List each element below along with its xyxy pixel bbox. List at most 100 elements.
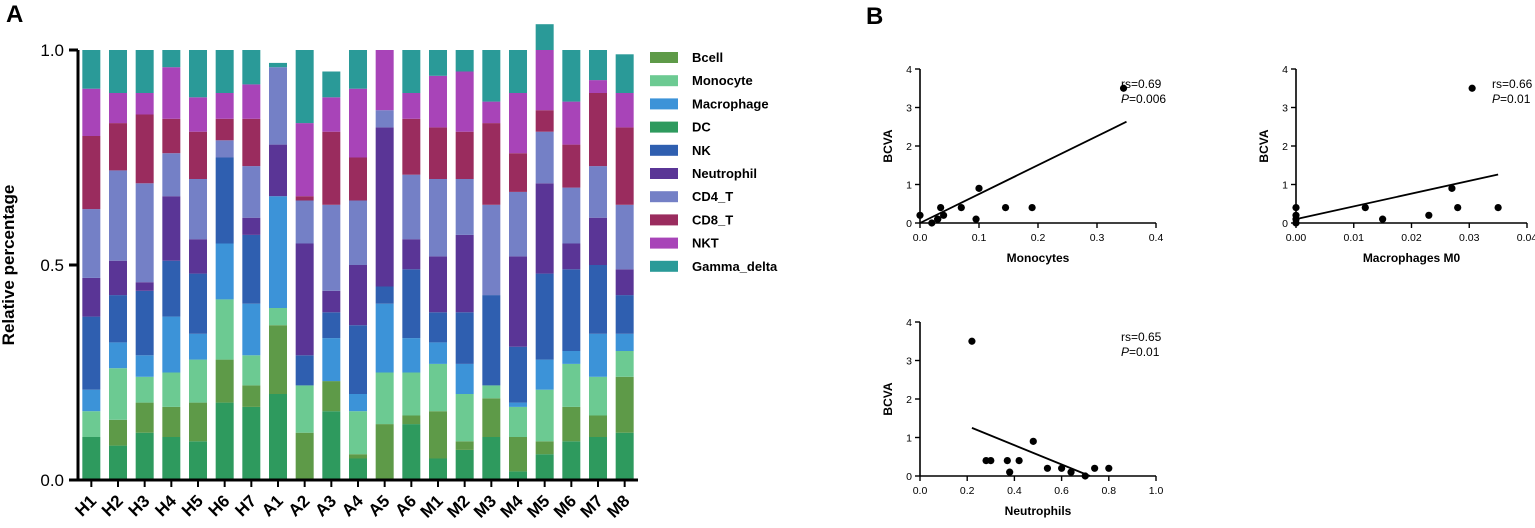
bar-segment-M6-macrophage xyxy=(562,351,581,364)
data-point xyxy=(1067,468,1075,476)
legend-item-macrophage: Macrophage xyxy=(650,96,769,111)
x-tick-label: 0.01 xyxy=(1344,232,1365,244)
bar-segment-H5-nk xyxy=(189,273,207,334)
legend-swatch-cd8_t xyxy=(650,214,678,226)
data-point xyxy=(1292,211,1300,219)
scatter-macrophages-m0: 0 1 2 3 4 0.00 0.01 0.02 0.03 0.04 Macrophages M0 B… xyxy=(1257,64,1535,265)
bar-segment-H3-macrophage xyxy=(135,355,154,377)
y-axis-title: BCVA xyxy=(881,129,895,162)
bar-segment-M3-gamma_delta xyxy=(482,50,501,102)
bar-segment-H2-neutrophil xyxy=(109,260,127,296)
bar-segment-H4-neutrophil xyxy=(162,196,181,261)
panel-label-b: B xyxy=(866,3,883,30)
bar-segment-M2-gamma_delta xyxy=(455,50,474,72)
legend-swatch-monocyte xyxy=(650,75,678,87)
scatter-neutrophils: 0 1 2 3 4 0.0 0.2 0.4 0.6 0.8 1.0 Neutrophils BCVA rs… xyxy=(881,317,1163,518)
bar-segment-H6-macrophage xyxy=(215,243,234,300)
bar-segment-M2-macrophage xyxy=(455,363,474,394)
stat-rs: rs=0.69 xyxy=(1121,77,1162,91)
legend-label-bcell: Bcell xyxy=(692,50,723,65)
bar-segment-A5-bcell xyxy=(375,424,394,480)
x-tick-label-M6: M6 xyxy=(550,491,580,521)
bar-segment-A3-bcell xyxy=(322,381,341,412)
x-tick-label-H1: H1 xyxy=(71,491,100,520)
x-tick-label: 0.6 xyxy=(1054,485,1069,497)
bar-segment-A3-neutrophil xyxy=(322,290,341,313)
legend: Bcell Monocyte Macrophage DC NK Neutrophil CD4… xyxy=(650,50,778,274)
bar-segment-A4-cd4_t xyxy=(349,200,367,265)
stat-p: P=0.006 xyxy=(1121,92,1166,106)
x-tick-label: 0.2 xyxy=(960,485,975,497)
bar-segment-M5-nkt xyxy=(535,50,554,111)
bar-segment-M8-bcell xyxy=(615,376,634,433)
bar-segment-H3-monocyte xyxy=(135,376,154,403)
y-tick-label: 1.0 xyxy=(40,41,64,60)
legend-swatch-nk xyxy=(650,144,678,156)
bar-segment-A4-nk xyxy=(349,325,367,394)
bar-segment-A1-dc xyxy=(269,394,287,480)
data-point xyxy=(1448,184,1456,192)
data-point xyxy=(1119,84,1128,92)
bar-segment-A3-cd4_t xyxy=(322,204,341,291)
y-axis-title: BCVA xyxy=(1257,129,1271,162)
bar-segment-M1-gamma_delta xyxy=(429,50,447,76)
bar-segment-H7-nk xyxy=(242,234,261,304)
bar-segment-H4-macrophage xyxy=(162,316,181,373)
bar-segment-M3-monocyte xyxy=(482,385,501,399)
legend-label-cd4_t: CD4_T xyxy=(692,189,733,204)
bar-segment-M8-gamma_delta xyxy=(615,54,634,93)
bar-segment-M5-bcell xyxy=(535,441,554,455)
bar-segment-A5-nk xyxy=(375,286,394,304)
data-point xyxy=(1292,204,1300,212)
bar-segment-H5-nkt xyxy=(189,97,207,132)
x-tick-label-M2: M2 xyxy=(443,491,473,521)
legend-swatch-gamma_delta xyxy=(650,260,678,272)
bar-segment-A5-macrophage xyxy=(375,303,394,373)
x-tick-label: 0.8 xyxy=(1101,485,1116,497)
bar-segment-H6-gamma_delta xyxy=(215,50,234,93)
regression-line xyxy=(1295,173,1499,221)
bar-segment-H3-nkt xyxy=(135,93,154,115)
stacked-bar-chart: Relative percentage H1H2H3H4H5H6H7A1A2A3… xyxy=(0,24,778,522)
bar-segment-H5-gamma_delta xyxy=(189,50,207,98)
legend-item-nk: NK xyxy=(650,143,711,158)
bar-segment-H3-nk xyxy=(135,290,154,356)
bar-segment-A6-gamma_delta xyxy=(402,50,421,93)
bar-segment-A5-cd4_t xyxy=(375,110,394,128)
bar-segment-A4-macrophage xyxy=(349,394,367,412)
bar-segment-H6-cd4_t xyxy=(215,140,234,158)
bar-segment-H1-gamma_delta xyxy=(82,50,101,89)
bar-segment-M8-macrophage xyxy=(615,333,634,351)
legend-label-monocyte: Monocyte xyxy=(692,73,753,88)
bar-segment-M2-nk xyxy=(455,312,474,364)
data-point xyxy=(987,457,995,465)
x-tick-label: 0.4 xyxy=(1149,232,1164,244)
data-point xyxy=(1015,457,1023,465)
x-tick-label: 0.0 xyxy=(913,485,928,497)
bar-segment-M5-cd4_t xyxy=(535,131,554,184)
bar-segment-A6-cd8_t xyxy=(402,118,421,175)
bar-segment-A2-neutrophil xyxy=(295,243,314,356)
bar-segment-H2-macrophage xyxy=(109,342,127,369)
bar-segment-A5-monocyte xyxy=(375,372,394,425)
y-tick-label: 3 xyxy=(1282,103,1288,115)
bar-segment-H6-cd8_t xyxy=(215,118,234,141)
bar-segment-M4-gamma_delta xyxy=(509,50,527,93)
bar-segment-M7-nkt xyxy=(589,80,607,93)
bar-segment-H7-cd4_t xyxy=(242,166,261,218)
bar-segment-M5-dc xyxy=(535,454,554,480)
bar-segment-A4-bcell xyxy=(349,454,367,459)
y-tick-label: 0 xyxy=(1282,218,1288,230)
legend-label-gamma_delta: Gamma_delta xyxy=(692,259,778,274)
data-point xyxy=(937,204,945,212)
bar-segment-H5-macrophage xyxy=(189,333,207,360)
x-tick-label: 0.3 xyxy=(1090,232,1105,244)
y-tick-label: 0 xyxy=(906,471,912,483)
panel-label-a: A xyxy=(6,1,23,28)
bar-segment-A6-macrophage xyxy=(402,338,421,373)
legend-item-cd4_t: CD4_T xyxy=(650,189,733,204)
bar-segment-H2-cd8_t xyxy=(109,123,127,171)
stat-p: P=0.01 xyxy=(1121,345,1160,359)
x-tick-label-A4: A4 xyxy=(338,491,367,520)
bar-segment-M6-dc xyxy=(562,441,581,480)
